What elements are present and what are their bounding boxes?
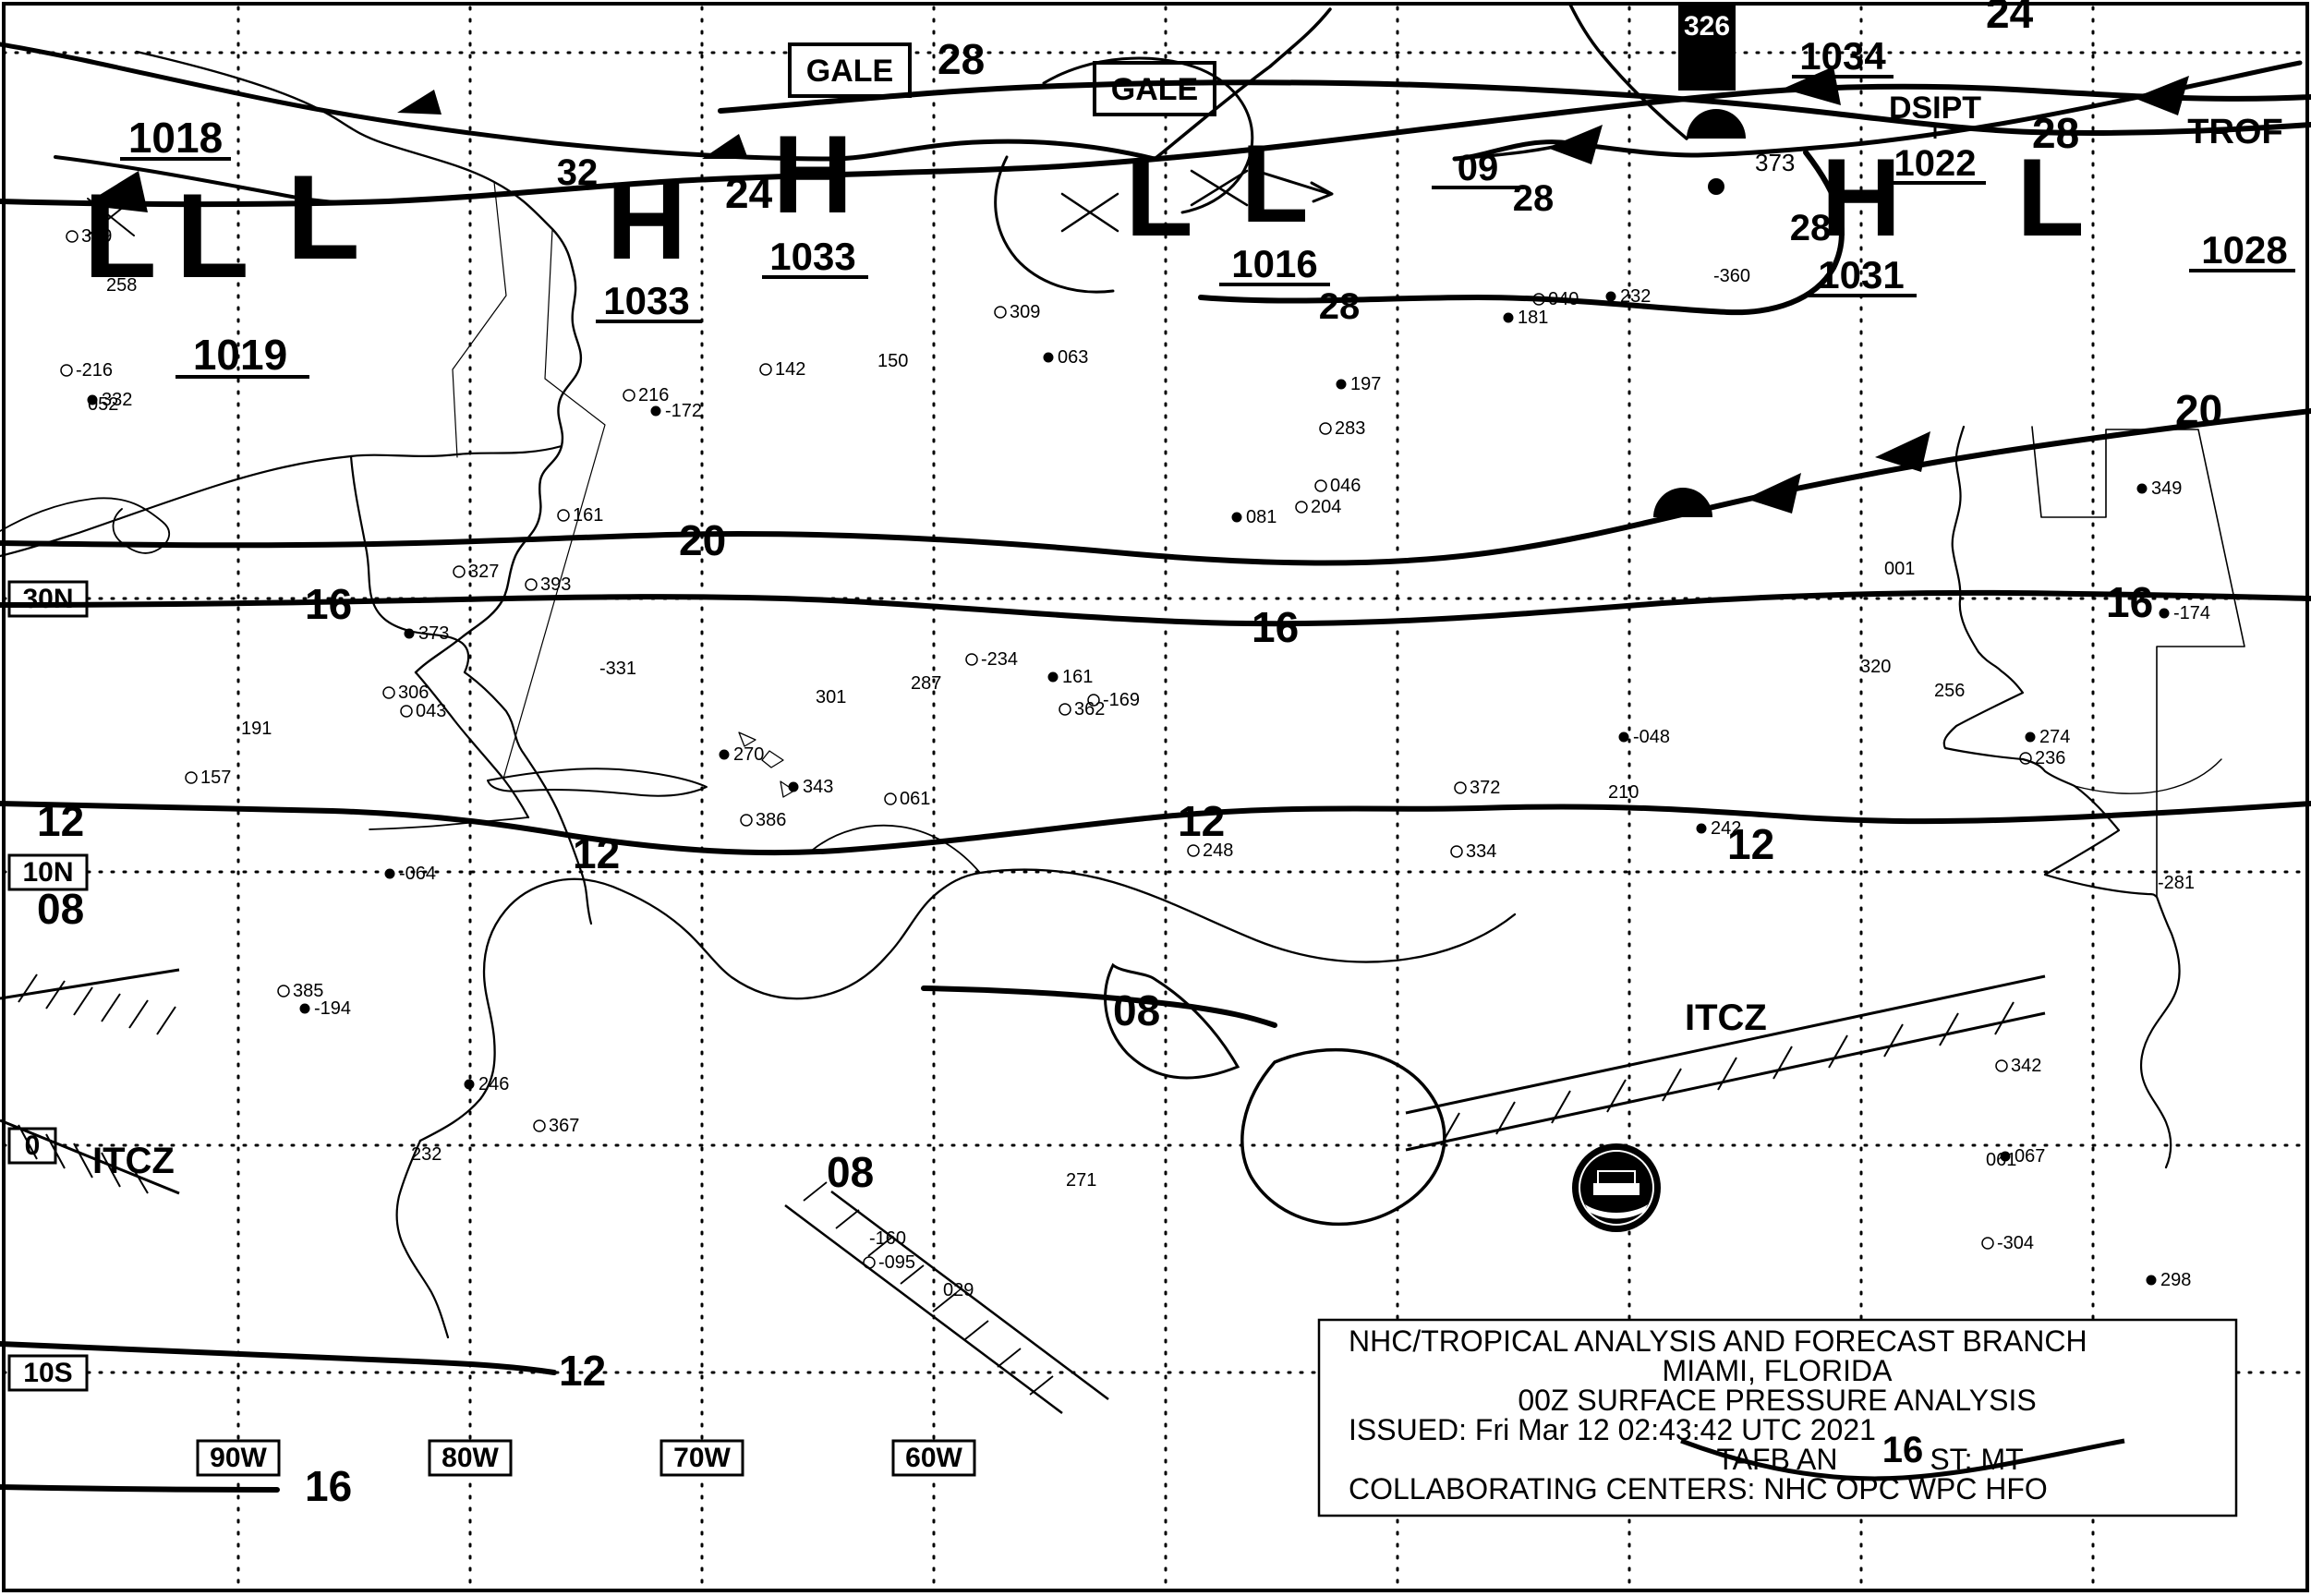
svg-text:232: 232 [411, 1144, 442, 1165]
svg-text:-095: -095 [878, 1252, 915, 1273]
svg-text:342: 342 [2011, 1056, 2041, 1076]
svg-text:306: 306 [398, 683, 429, 703]
svg-text:-281: -281 [2158, 873, 2195, 893]
svg-text:274: 274 [2039, 727, 2070, 747]
svg-text:-360: -360 [1713, 266, 1750, 286]
svg-text:362: 362 [1074, 699, 1105, 719]
svg-text:379: 379 [81, 226, 112, 247]
svg-text:236: 236 [2035, 748, 2065, 768]
svg-text:386: 386 [756, 810, 786, 830]
svg-text:-194: -194 [314, 998, 351, 1019]
svg-text:001: 001 [1884, 559, 1915, 579]
svg-text:157: 157 [200, 768, 231, 788]
svg-text:320: 320 [1860, 657, 1891, 677]
svg-text:150: 150 [877, 351, 908, 371]
svg-text:256: 256 [1934, 681, 1965, 701]
svg-text:-064: -064 [399, 864, 436, 884]
svg-text:298: 298 [2160, 1270, 2191, 1290]
svg-text:242: 242 [1711, 818, 1741, 839]
svg-text:373: 373 [418, 623, 449, 644]
svg-text:-160: -160 [869, 1228, 906, 1249]
svg-text:191: 191 [241, 719, 272, 739]
svg-text:327: 327 [468, 562, 499, 582]
svg-text:061: 061 [900, 789, 930, 809]
svg-text:029: 029 [943, 1280, 974, 1300]
svg-text:061: 061 [1986, 1150, 2016, 1170]
svg-text:-216: -216 [76, 360, 113, 381]
svg-text:081: 081 [1246, 507, 1276, 527]
svg-text:301: 301 [816, 687, 846, 707]
svg-text:204: 204 [1311, 497, 1341, 517]
svg-text:-169: -169 [1103, 690, 1140, 710]
svg-text:046: 046 [1330, 476, 1361, 496]
svg-text:-234: -234 [981, 649, 1018, 670]
svg-text:-174: -174 [2173, 603, 2210, 623]
svg-text:197: 197 [1350, 374, 1381, 394]
svg-text:210: 210 [1608, 782, 1639, 803]
svg-text:246: 246 [478, 1074, 509, 1094]
svg-text:-304: -304 [1997, 1233, 2034, 1253]
svg-text:040: 040 [1548, 289, 1579, 309]
svg-text:063: 063 [1058, 347, 1088, 368]
svg-text:043: 043 [416, 701, 446, 721]
svg-text:232: 232 [1620, 286, 1651, 307]
svg-text:271: 271 [1066, 1170, 1096, 1191]
svg-text:067: 067 [2015, 1146, 2045, 1167]
svg-text:161: 161 [1062, 667, 1093, 687]
svg-text:287: 287 [911, 673, 941, 694]
svg-text:-172: -172 [665, 401, 702, 421]
svg-text:258: 258 [106, 275, 137, 296]
svg-text:181: 181 [1518, 308, 1548, 328]
svg-text:393: 393 [540, 574, 571, 595]
svg-text:248: 248 [1203, 840, 1233, 861]
svg-text:349: 349 [2151, 478, 2182, 499]
svg-text:270: 270 [733, 744, 764, 765]
svg-text:142: 142 [775, 359, 805, 380]
svg-text:332: 332 [102, 390, 132, 410]
svg-text:343: 343 [803, 777, 833, 797]
svg-text:367: 367 [549, 1116, 579, 1136]
svg-text:161: 161 [573, 505, 603, 526]
svg-text:309: 309 [1010, 302, 1040, 322]
svg-text:283: 283 [1335, 418, 1365, 439]
svg-text:334: 334 [1466, 841, 1496, 862]
svg-text:-048: -048 [1633, 727, 1670, 747]
svg-text:372: 372 [1470, 778, 1500, 798]
svg-text:-331: -331 [599, 659, 636, 679]
